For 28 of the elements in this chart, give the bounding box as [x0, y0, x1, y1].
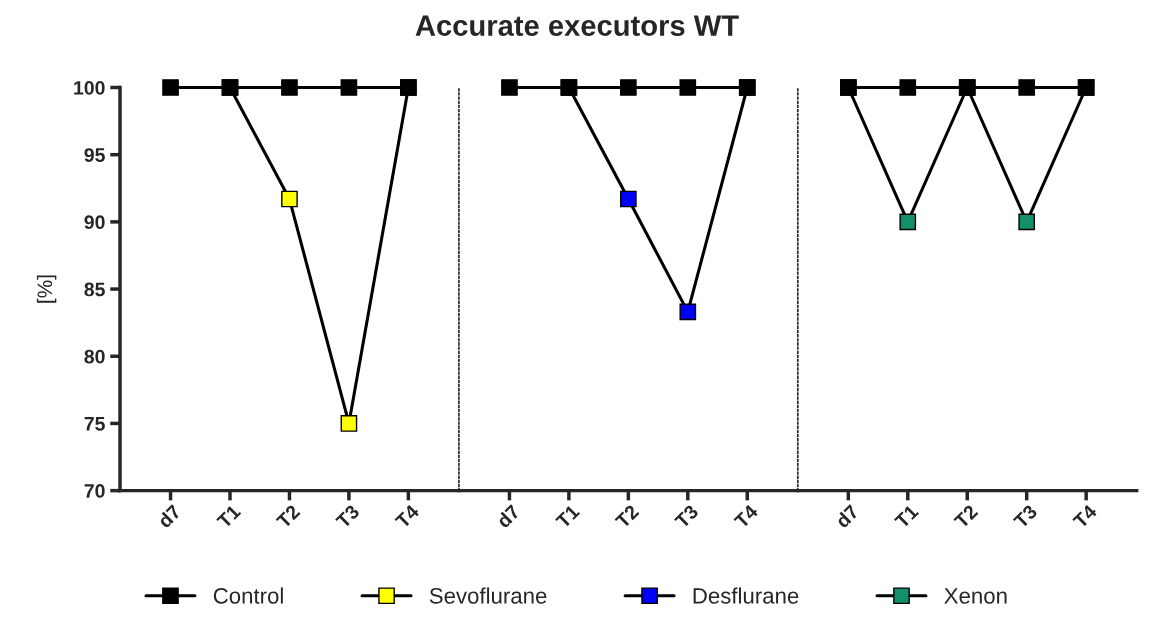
- legend-label: Control: [213, 587, 283, 604]
- legend-label: Desflurane: [693, 587, 799, 604]
- x-tick-label: T2: [953, 504, 979, 529]
- y-tick-label: 100: [74, 80, 105, 95]
- y-tick-label: 90: [84, 215, 105, 230]
- chart-title: Accurate executors WT: [415, 15, 739, 36]
- x-tick-label: T4: [394, 503, 420, 529]
- y-tick-label: 70: [84, 484, 105, 498]
- x-tick-label: T4: [1072, 503, 1098, 529]
- x-tick-label: T2: [275, 504, 301, 529]
- x-tick-label: T4: [733, 503, 759, 529]
- x-tick-label: T3: [1012, 503, 1038, 530]
- x-tick-label: T3: [335, 503, 361, 530]
- y-tick-label: 75: [84, 417, 105, 431]
- x-tick-label: d7: [834, 503, 860, 529]
- x-tick-label: T1: [555, 504, 581, 529]
- y-tick-label: 80: [84, 349, 105, 364]
- x-tick-label: T2: [614, 504, 640, 529]
- x-tick-label: d7: [156, 503, 182, 529]
- x-tick-label: T3: [673, 503, 700, 530]
- x-tick-label: T1: [894, 504, 919, 529]
- y-tick-label: 95: [84, 148, 105, 162]
- legend-label: Sevoflurane: [429, 587, 547, 604]
- x-tick-label: d7: [495, 503, 521, 529]
- y-axis-title: [%]: [36, 275, 57, 303]
- x-tick-label: T1: [216, 504, 242, 529]
- legend-label: Xenon: [944, 588, 1007, 604]
- y-tick-label: 85: [84, 282, 105, 297]
